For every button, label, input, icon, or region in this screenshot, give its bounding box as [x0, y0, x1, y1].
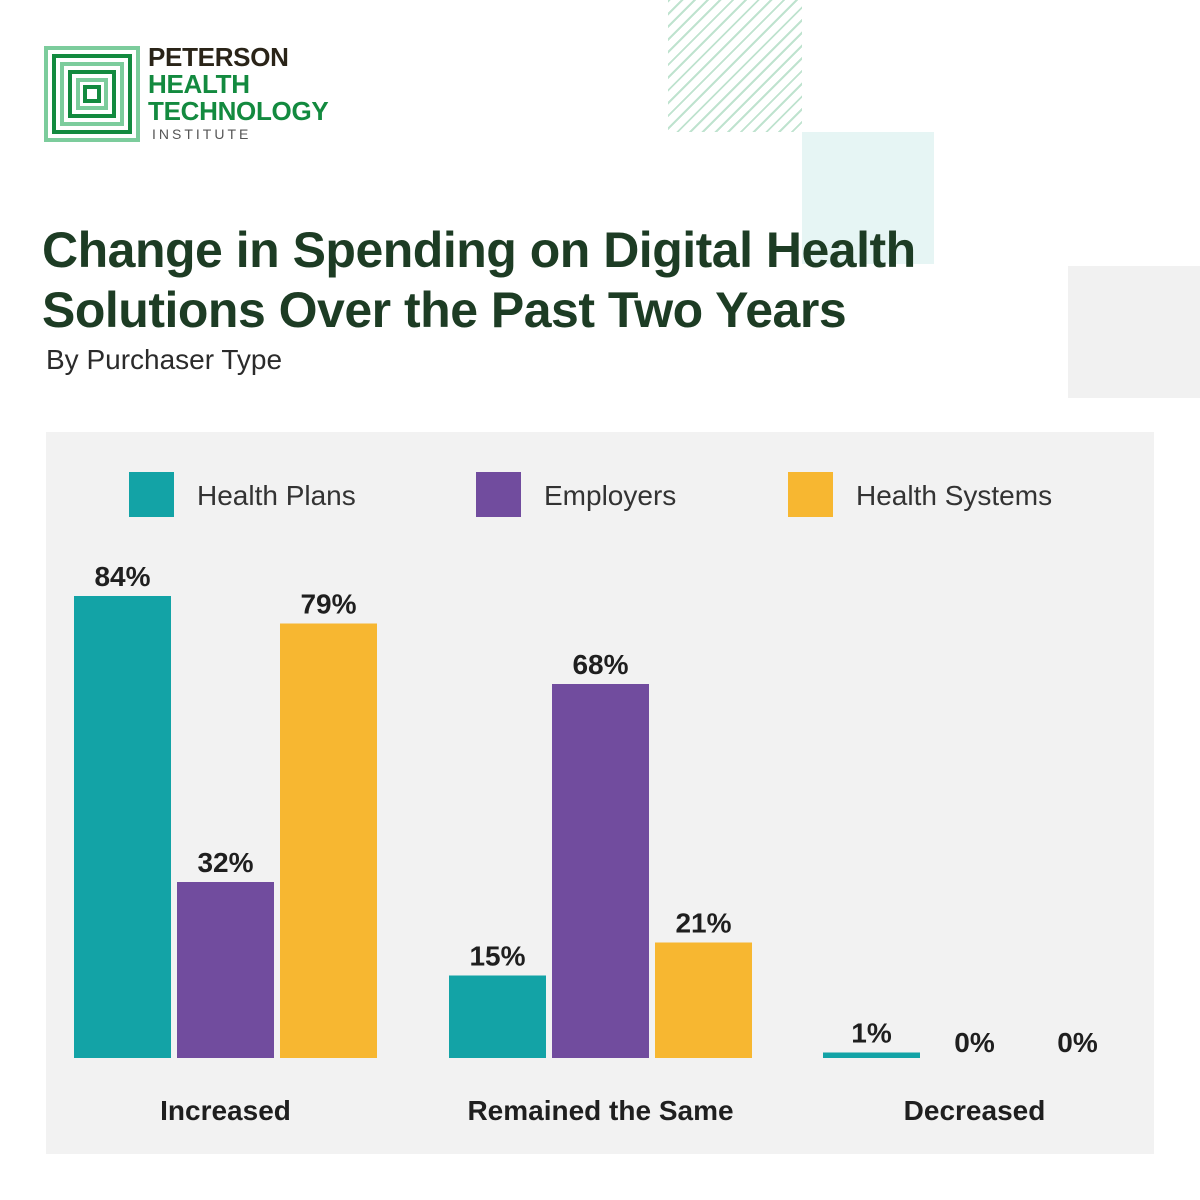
category-label-decreased: Decreased: [904, 1095, 1046, 1126]
chart-title: Change in Spending on Digital Health Sol…: [42, 222, 916, 338]
value-label-decreased-health-plans: 1%: [851, 1018, 892, 1049]
category-label-increased: Increased: [160, 1095, 291, 1126]
value-label-remained-the-same-employers: 68%: [572, 649, 628, 680]
decorative-grey-square: [1068, 266, 1200, 398]
logo-line-institute: INSTITUTE: [152, 126, 252, 142]
bar-chart: Health Plans Employers Health Systems 84% 32…: [74, 472, 1098, 1126]
value-label-remained-the-same-health-plans: 15%: [469, 941, 525, 972]
chart-subtitle: By Purchaser Type: [46, 344, 283, 375]
value-label-remained-the-same-health-systems: 21%: [675, 908, 731, 939]
decorative-hatch-pattern: [668, 0, 802, 132]
value-label-increased-health-systems: 79%: [300, 589, 356, 620]
bar-decreased-health-plans: [823, 1052, 920, 1058]
bar-remained-the-same-employers: [552, 684, 649, 1058]
category-label-remained-the-same: Remained the Same: [467, 1095, 733, 1126]
bar-increased-health-systems: [280, 623, 377, 1058]
value-label-decreased-health-systems: 0%: [1057, 1027, 1098, 1058]
legend-label-employers: Employers: [544, 480, 676, 511]
bar-increased-employers: [177, 882, 274, 1058]
legend-swatch-health-plans: [129, 472, 174, 517]
bar-remained-the-same-health-plans: [449, 975, 546, 1058]
value-label-decreased-employers: 0%: [954, 1027, 995, 1058]
value-label-increased-employers: 32%: [197, 847, 253, 878]
legend-swatch-health-systems: [788, 472, 833, 517]
logo-line-health: HEALTH: [148, 69, 250, 99]
legend-swatch-employers: [476, 472, 521, 517]
logo-squares-icon: [44, 46, 140, 142]
chart-panel: Health Plans Employers Health Systems 84% 32…: [46, 432, 1154, 1154]
value-label-increased-health-plans: 84%: [94, 561, 150, 592]
logo-text: PETERSON HEALTH TECHNOLOGY INSTITUTE: [148, 42, 329, 143]
legend-label-health-systems: Health Systems: [856, 480, 1052, 511]
legend-label-health-plans: Health Plans: [197, 480, 356, 511]
logo-line-technology: TECHNOLOGY: [148, 96, 329, 126]
bar-remained-the-same-health-systems: [655, 942, 752, 1058]
decorative-mint-square: [802, 132, 934, 264]
bar-increased-health-plans: [74, 596, 171, 1058]
logo-line-peterson: PETERSON: [148, 42, 289, 72]
